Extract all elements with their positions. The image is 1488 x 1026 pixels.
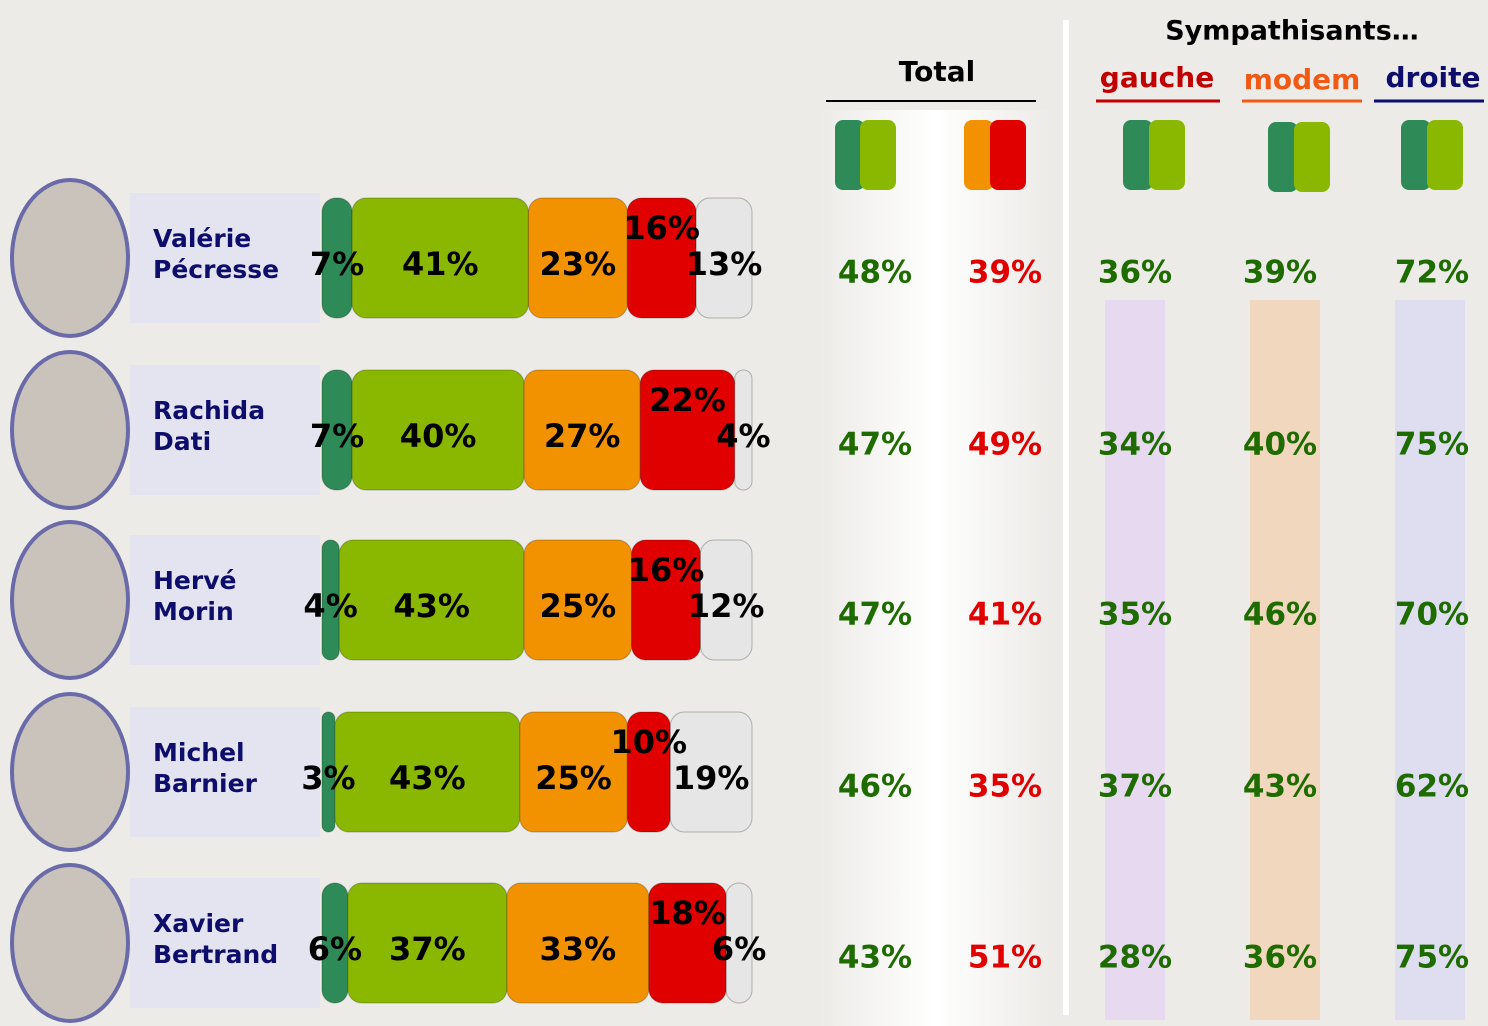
candidate-name: Michel Barnier	[153, 738, 257, 798]
table-cell: 36%	[1098, 255, 1172, 291]
table-cell: 40%	[1243, 427, 1317, 463]
photo	[10, 350, 130, 510]
table-cell: 39%	[968, 255, 1042, 291]
total-title: Total	[899, 55, 976, 88]
droite-band	[1395, 300, 1465, 1020]
bar-segment	[699, 539, 753, 661]
total-band	[820, 110, 1050, 1026]
bar-segment	[725, 882, 753, 1004]
candidate-name: Valérie Pécresse	[153, 224, 280, 284]
bar-segment	[734, 369, 753, 491]
candidate-name: Hervé Morin	[153, 566, 237, 626]
row-glow	[130, 365, 320, 495]
value-label: 18%	[649, 894, 726, 932]
icons	[835, 120, 1463, 192]
value-label: 19%	[673, 759, 750, 797]
gauche-band	[1105, 300, 1165, 1020]
value-label: 12%	[688, 587, 765, 625]
value-label: 40%	[400, 417, 477, 455]
table-cell: 43%	[838, 940, 912, 976]
value-label: 13%	[686, 245, 763, 283]
photo	[10, 178, 130, 338]
bar-segment	[669, 711, 753, 833]
table-cell: 43%	[1243, 769, 1317, 805]
table-cell: 35%	[1098, 597, 1172, 633]
table-cell: 34%	[1098, 427, 1172, 463]
modem-band	[1250, 300, 1320, 1020]
column-header: droite	[1385, 61, 1480, 94]
column-header: gauche	[1100, 61, 1214, 94]
row-glow	[130, 193, 320, 323]
table-cell: 47%	[838, 427, 912, 463]
value-label: 7%	[310, 245, 364, 283]
row-glow	[130, 878, 320, 1008]
table-cell: 39%	[1243, 255, 1317, 291]
value-label: 10%	[611, 723, 688, 761]
table-cell: 46%	[838, 769, 912, 805]
value-label: 3%	[301, 759, 355, 797]
table-cell: 62%	[1395, 769, 1469, 805]
bar-segment	[695, 197, 753, 319]
photo	[10, 520, 130, 680]
value-label: 27%	[544, 417, 621, 455]
value-label: 7%	[310, 417, 364, 455]
table-cell: 75%	[1395, 427, 1469, 463]
bar-segment	[631, 539, 701, 661]
table-cell: 28%	[1098, 940, 1172, 976]
table-cell: 70%	[1395, 597, 1469, 633]
bar-segment	[523, 369, 641, 491]
value-label: 25%	[540, 587, 617, 625]
value-label: 37%	[389, 930, 466, 968]
row-glow	[130, 535, 320, 665]
table-cell: 41%	[968, 597, 1042, 633]
photo	[10, 863, 130, 1023]
value-label: 23%	[540, 245, 617, 283]
value-label: 4%	[716, 417, 770, 455]
value-label: 6%	[712, 930, 766, 968]
candidate-name: Xavier Bertrand	[153, 909, 279, 969]
table-cell: 47%	[838, 597, 912, 633]
table-cell: 51%	[968, 940, 1042, 976]
table-cell: 46%	[1243, 597, 1317, 633]
table-cell: 36%	[1243, 940, 1317, 976]
table-cell: 35%	[968, 769, 1042, 805]
candidate-name: Rachida Dati	[153, 396, 266, 456]
value-label: 43%	[389, 759, 466, 797]
table-cell: 75%	[1395, 940, 1469, 976]
value-label: 16%	[623, 209, 700, 247]
column-header: modem	[1244, 63, 1361, 96]
table-cell: 48%	[838, 255, 912, 291]
table-cell: 37%	[1098, 769, 1172, 805]
value-label: 41%	[402, 245, 479, 283]
value-label: 33%	[540, 930, 617, 968]
row-glow	[130, 707, 320, 837]
table-cell: 49%	[968, 427, 1042, 463]
value-label: 22%	[649, 381, 726, 419]
value-label: 4%	[303, 587, 357, 625]
value-label: 6%	[308, 930, 362, 968]
value-label: 25%	[535, 759, 612, 797]
group-title: Sympathisants…	[1165, 16, 1419, 47]
table-cell: 72%	[1395, 255, 1469, 291]
value-label: 43%	[393, 587, 470, 625]
photo	[10, 692, 130, 852]
value-label: 16%	[628, 551, 705, 589]
